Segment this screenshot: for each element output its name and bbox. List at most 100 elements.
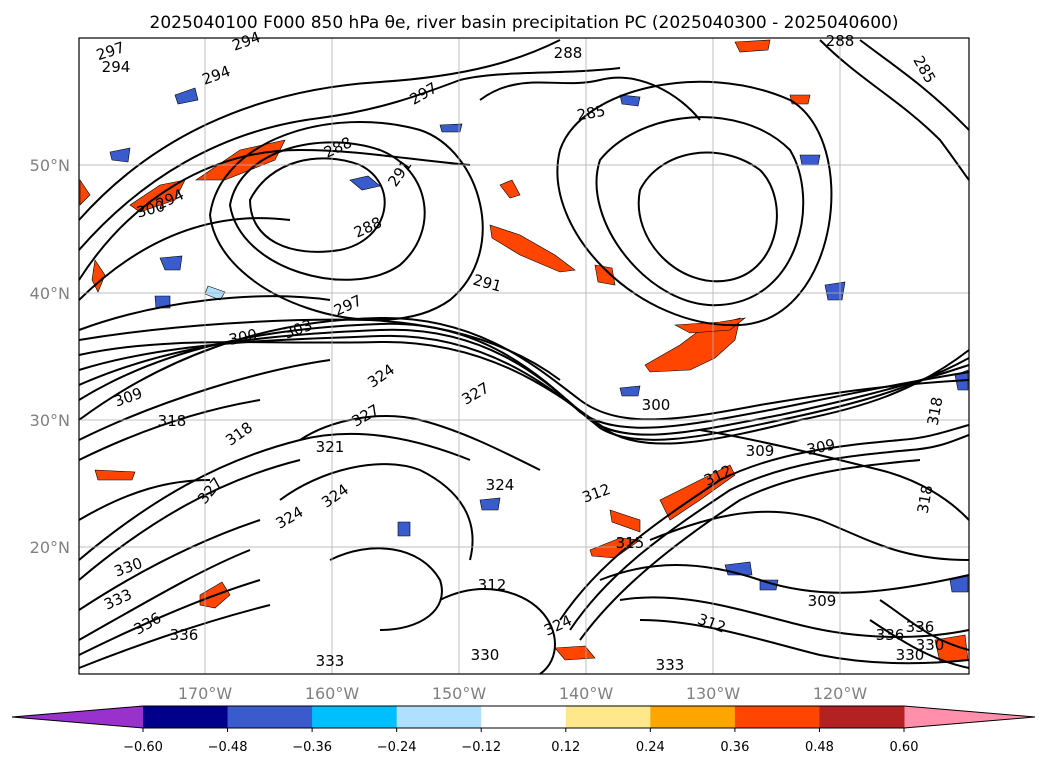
colorbar-segment (227, 706, 313, 728)
y-tick-label: 30°N (30, 411, 70, 430)
contour-line (556, 80, 833, 327)
contour-line (439, 588, 556, 675)
negative-patch (759, 579, 779, 591)
contour-line (78, 67, 621, 251)
contour-line (78, 217, 291, 301)
contour-line (639, 619, 970, 665)
negative-patch (619, 385, 641, 397)
contour-label: 336 (876, 626, 905, 644)
contour-label: 300 (642, 396, 671, 414)
contour-line (859, 39, 970, 131)
negative-patch (619, 94, 641, 107)
contour-line (78, 479, 211, 521)
contour-label: 288 (554, 44, 583, 62)
contour-line (329, 547, 443, 631)
y-tick-label: 20°N (30, 538, 70, 557)
positive-patch (659, 464, 736, 521)
positive-patch (609, 509, 641, 533)
negative-patch (174, 87, 199, 105)
contour-line (649, 510, 970, 561)
colorbar-tick-label: −0.60 (123, 740, 163, 755)
contour-line (78, 604, 271, 669)
colorbar-tick-label: 0.48 (805, 740, 834, 755)
colorbar-extend-high (904, 706, 1035, 728)
negative-patch (479, 497, 501, 511)
contour-line (569, 434, 970, 631)
contour-label: 288 (826, 32, 855, 50)
positive-patch (79, 179, 91, 206)
contour-line (637, 151, 778, 283)
contour-line (479, 76, 701, 121)
contour-label: 318 (914, 483, 937, 514)
colorbar-tick-label: 0.24 (636, 740, 665, 755)
negative-patch (397, 521, 411, 537)
contour-label: 321 (316, 438, 345, 456)
contour-line (699, 429, 970, 521)
contour-label: 330 (896, 646, 925, 664)
contour-label: 300 (227, 325, 259, 349)
positive-patch (554, 645, 596, 661)
x-tick-label: 120°W (813, 684, 868, 703)
contour-line (599, 564, 970, 594)
colorbar-segment (481, 706, 567, 728)
x-tick-label: 150°W (432, 684, 487, 703)
contour-line (209, 121, 484, 321)
colorbar-segment (650, 706, 736, 728)
contour-line (78, 399, 261, 461)
contour-line (78, 459, 301, 581)
contour-label: 285 (575, 102, 606, 125)
contour-line (78, 432, 471, 561)
x-tick-label: 140°W (559, 684, 614, 703)
colorbar-tick-label: −0.36 (292, 740, 332, 755)
colorbar: −0.60 −0.48 −0.36 −0.24 −0.12 0.12 0.24 0.36 0.4… (11, 705, 1036, 755)
contour-line (78, 295, 331, 331)
contour-label: 318 (924, 395, 947, 426)
contour-label: 324 (486, 476, 515, 494)
colorbar-tick-label: 0.36 (720, 740, 749, 755)
positive-patch (589, 537, 641, 559)
colorbar-extend-low (12, 706, 143, 728)
contour-label: 294 (102, 58, 131, 76)
contour-line (78, 318, 561, 381)
y-tick-label: 40°N (30, 284, 70, 303)
contour-line (869, 619, 970, 669)
positive-patch (489, 224, 576, 273)
contour-label: 315 (616, 534, 645, 552)
positive-patch (499, 179, 521, 199)
colorbar-tick-label: −0.24 (377, 740, 417, 755)
negative-patch (154, 295, 171, 309)
x-tick-label: 130°W (686, 684, 741, 703)
contour-line (595, 116, 805, 307)
contour-label: 333 (316, 652, 345, 670)
contour-label: 312 (478, 576, 507, 594)
colorbar-segment (565, 706, 651, 728)
y-axis-ticks: 50°N 40°N 30°N 20°N (30, 156, 70, 557)
contour-line (229, 141, 426, 281)
colorbar-segment (819, 706, 905, 728)
contour-label: 330 (916, 636, 945, 654)
grid-lines (79, 38, 969, 674)
x-axis-ticks: 170°W 160°W 150°W 140°W 130°W 120°W (178, 684, 868, 703)
contour-label: 309 (805, 435, 837, 459)
positive-patch (594, 264, 616, 286)
contour-line (619, 596, 970, 638)
contour-label: 333 (656, 656, 685, 674)
negative-patch (349, 175, 381, 191)
contour-label: 309 (746, 442, 775, 460)
colorbar-tick-label: 0.12 (551, 740, 580, 755)
x-tick-label: 160°W (305, 684, 360, 703)
colorbar-segment (312, 706, 398, 728)
contour-line (879, 599, 970, 651)
colorbar-segment (143, 706, 229, 728)
theta-e-contours (78, 39, 970, 675)
colorbar-tick-label: 0.60 (890, 740, 919, 755)
colorbar-tick-label: −0.12 (461, 740, 501, 755)
contour-line (279, 463, 474, 561)
positive-patch (644, 317, 741, 373)
contour-line (78, 519, 261, 611)
chart-title: 2025040100 F000 850 hPa θe, river basin … (150, 13, 899, 33)
negative-patch (159, 255, 183, 271)
negative-patch (799, 154, 821, 166)
y-tick-label: 50°N (30, 156, 70, 175)
